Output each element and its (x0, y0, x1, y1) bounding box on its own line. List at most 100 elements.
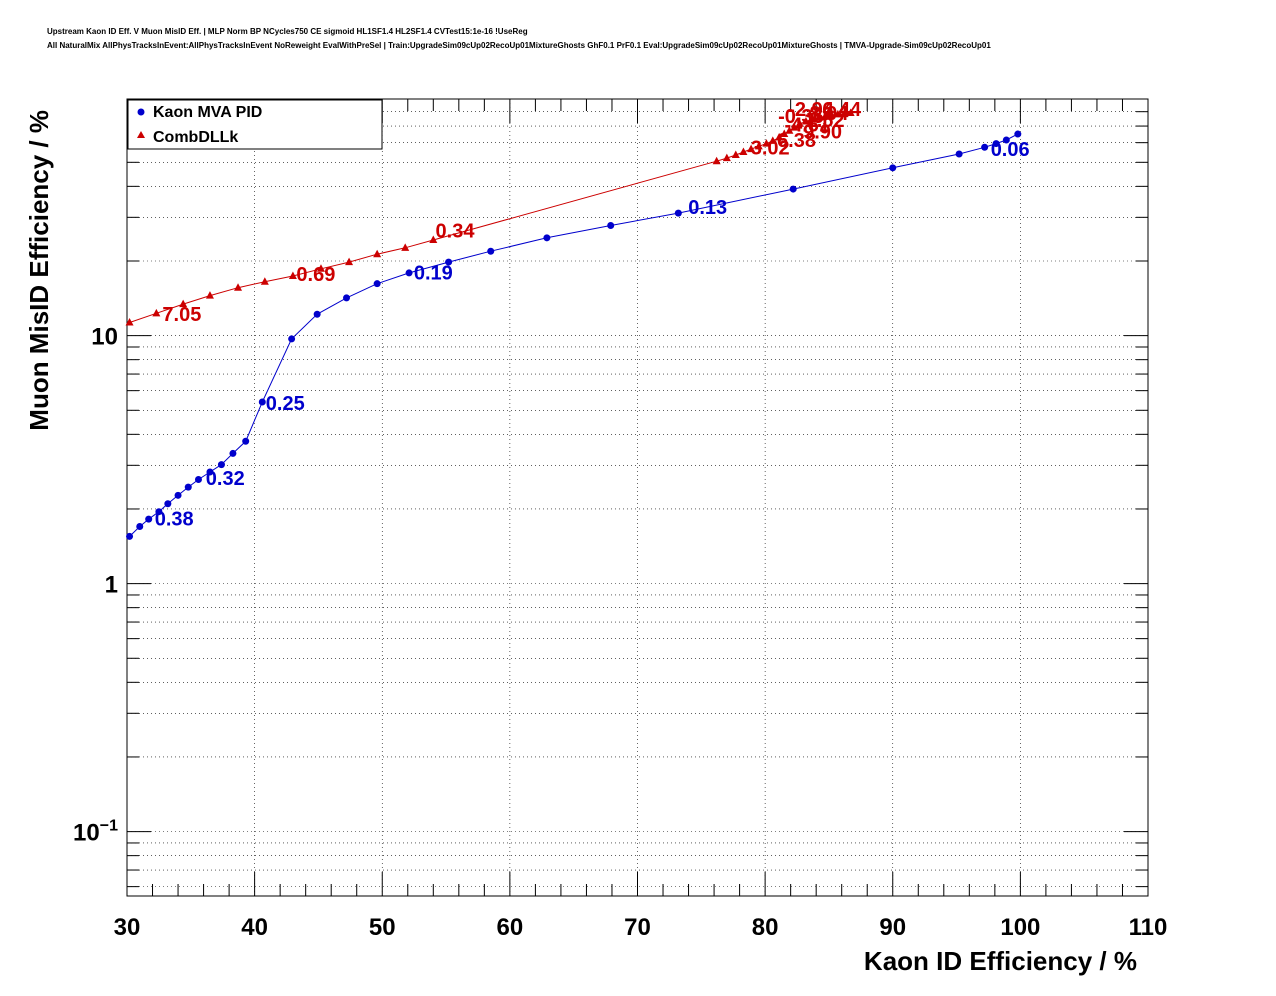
data-point-0 (155, 508, 163, 516)
data-annotation: 0.25 (266, 393, 305, 415)
data-point-1 (234, 283, 243, 291)
data-point-1 (739, 147, 748, 156)
data-point-1 (846, 108, 855, 117)
data-point-0 (607, 222, 615, 230)
data-annotation: 9.90 (803, 122, 842, 144)
data-point-1 (840, 109, 849, 117)
y-tick-label: 1 (105, 572, 118, 599)
data-point-0 (194, 475, 202, 483)
data-point-0 (136, 522, 144, 530)
data-point-0 (126, 532, 134, 540)
data-annotation: -6.38 (770, 130, 816, 152)
data-point-0 (543, 234, 551, 242)
legend-box (127, 99, 383, 150)
data-point-1 (790, 123, 799, 131)
data-annotation: 7.05 (162, 304, 201, 326)
legend-label-combdllk: CombDLLk (153, 129, 238, 146)
data-annotation: 1.52 (806, 110, 845, 132)
data-point-0 (445, 258, 453, 266)
data-annotation: 0.69 (296, 264, 335, 286)
x-tick-label: 110 (1129, 914, 1168, 941)
data-point-0 (145, 515, 153, 523)
data-point-0 (674, 209, 682, 217)
x-tick-label: 70 (624, 914, 651, 941)
data-point-1 (795, 119, 804, 127)
data-point-1 (747, 144, 756, 153)
series-line-0 (129, 133, 1019, 537)
data-point-1 (775, 132, 784, 141)
data-point-1 (205, 291, 214, 299)
data-point-1 (731, 150, 740, 159)
y-tick-labels: 10−1 1 10 (73, 324, 118, 847)
data-point-1 (801, 117, 810, 125)
data-point-1 (373, 249, 382, 258)
data-point-1 (712, 156, 721, 165)
chart-title-line-1: Upstream Kaon ID Eff. V Muon MisID Eff. … (47, 27, 528, 36)
data-annotation: 8.04 (809, 103, 849, 125)
data-point-0 (164, 500, 172, 508)
data-annotation: 6.44 (822, 99, 862, 121)
x-tick-label: 80 (752, 914, 779, 941)
x-tick-label: 100 (1000, 914, 1040, 941)
data-point-1 (768, 136, 777, 144)
data-point-1 (722, 153, 731, 162)
x-tick-label: 60 (497, 914, 524, 941)
x-tick-label: 90 (879, 914, 906, 941)
data-point-0 (487, 247, 495, 255)
data-annotation: -4.61 (784, 115, 830, 137)
data-point-1 (125, 317, 134, 326)
y-tick-label: 10−1 (73, 818, 118, 847)
data-point-0 (242, 437, 250, 445)
data-point-0 (217, 461, 225, 469)
data-point-1 (401, 243, 410, 251)
data-point-1 (833, 109, 842, 118)
data-point-0 (288, 335, 296, 343)
data-point-0 (313, 310, 321, 318)
x-tick-labels: 30 40 50 60 70 80 90 100 110 (114, 914, 1168, 941)
data-annotation: -0.36 (778, 106, 824, 128)
plot-frame (126, 98, 1149, 897)
legend: Kaon MVA PID CombDLLk (127, 99, 383, 150)
data-annotation: 0.19 (414, 262, 453, 284)
x-tick-label: 50 (369, 914, 396, 941)
y-tick-label: 10 (91, 324, 118, 351)
chart-title-line-2: All NaturalMix AllPhysTracksInEvent:AllP… (47, 41, 991, 50)
data-point-0 (343, 294, 351, 302)
data-point-0 (1014, 130, 1022, 138)
data-point-1 (814, 113, 823, 121)
data-annotation: 0.38 (155, 509, 194, 531)
axis-ticks (126, 98, 1149, 896)
data-point-0 (992, 140, 1000, 148)
data-point-1 (152, 308, 161, 317)
data-point-1 (762, 139, 771, 147)
data-annotation: 0.34 (436, 221, 476, 243)
series (125, 108, 1022, 540)
data-point-1 (821, 112, 830, 120)
data-point-0 (258, 398, 266, 406)
data-point-0 (174, 491, 182, 499)
data-point-0 (184, 483, 192, 491)
data-point-1 (429, 235, 438, 244)
data-point-1 (260, 277, 269, 285)
data-point-1 (754, 141, 763, 150)
x-axis-title: Kaon ID Efficiency / % (864, 946, 1137, 976)
data-point-1 (179, 299, 188, 308)
data-point-0 (229, 449, 237, 457)
grid (127, 98, 1148, 896)
data-point-0 (1002, 136, 1010, 144)
x-tick-label: 30 (114, 914, 141, 941)
legend-label-kaon-mva-pid: Kaon MVA PID (153, 104, 262, 121)
data-point-0 (405, 269, 413, 277)
data-point-1 (316, 264, 325, 272)
data-annotation: 3.02 (751, 137, 790, 159)
data-point-0 (889, 164, 897, 172)
data-point-1 (345, 257, 354, 266)
data-annotation: 0.06 (991, 139, 1030, 161)
legend-marker-combdllk (137, 131, 145, 138)
data-point-1 (827, 110, 836, 119)
data-annotation: -2.94 (788, 99, 834, 121)
data-point-1 (780, 129, 789, 138)
y-axis-title: Muon MisID Efficiency / % (24, 110, 54, 431)
data-point-0 (373, 280, 381, 288)
